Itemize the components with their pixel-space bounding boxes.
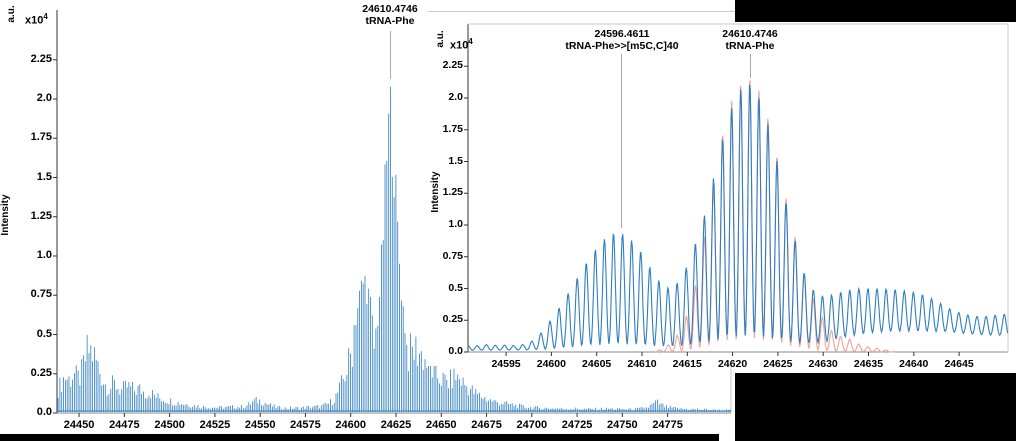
inset-annotation-m5c: 24596.4611 tRNA-Phe>>[m5C,C]40 bbox=[565, 28, 678, 52]
main-y-multiplier: x104 bbox=[25, 12, 48, 27]
inset-annotation-trnaphe-mass: 24610.4746 bbox=[722, 28, 778, 40]
inset-annotation-trnaphe-leader-line bbox=[749, 54, 751, 78]
inset-y-axis-title: Intensity bbox=[430, 171, 441, 213]
inset-annotation-m5c-mass: 24596.4611 bbox=[594, 28, 650, 40]
main-y-unit-label: a.u. bbox=[6, 5, 17, 23]
redaction-bar-bottom-right bbox=[735, 373, 1016, 441]
inset-y-unit-label: a.u. bbox=[435, 30, 446, 48]
main-annotation-name: tRNA-Phe bbox=[365, 15, 415, 27]
main-peak-annotation: 24610.4746 tRNA-Phe bbox=[362, 3, 417, 27]
inset-annotation-m5c-name: tRNA-Phe>>[m5C,C]40 bbox=[565, 40, 679, 52]
inset-panel: a.u. x104 Intensity 24596.4611 tRNA-Phe>… bbox=[428, 11, 1016, 370]
inset-annotation-m5c-leader-line bbox=[621, 54, 623, 228]
main-annotation-mass: 24610.4746 bbox=[362, 3, 418, 15]
inset-y-multiplier: x104 bbox=[450, 37, 473, 52]
inset-annotation-trnaphe: 24610.4746 tRNA-Phe bbox=[722, 28, 777, 52]
inset-spectrum-plot bbox=[464, 23, 1009, 356]
redaction-bar-top-right bbox=[735, 0, 1016, 22]
main-annotation-leader-line bbox=[390, 31, 392, 79]
inset-annotation-trnaphe-name: tRNA-Phe bbox=[725, 40, 775, 52]
redaction-bar-bottom bbox=[0, 434, 719, 441]
main-y-axis-title: Intensity bbox=[0, 194, 11, 236]
